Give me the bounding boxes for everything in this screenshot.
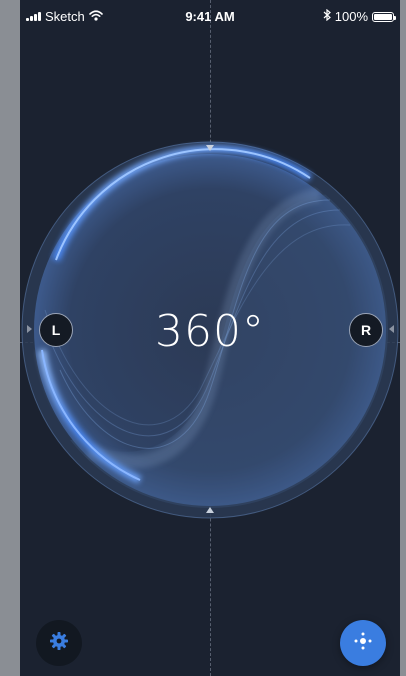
right-handle[interactable]: R bbox=[349, 313, 383, 347]
battery-percent: 100% bbox=[334, 9, 368, 24]
bluetooth-icon bbox=[323, 8, 331, 24]
joystick-icon bbox=[352, 630, 374, 657]
right-handle-label: R bbox=[360, 322, 372, 338]
left-handle[interactable]: L bbox=[39, 313, 73, 347]
left-handle-label: L bbox=[51, 322, 61, 338]
battery-icon bbox=[372, 11, 396, 22]
gear-icon bbox=[49, 631, 69, 656]
status-right: 100% bbox=[323, 8, 396, 24]
signal-icon bbox=[26, 12, 41, 21]
carrier-name: Sketch bbox=[45, 9, 85, 24]
left-marker-icon bbox=[27, 325, 32, 333]
status-left: Sketch bbox=[26, 9, 103, 24]
dial-graphic bbox=[21, 141, 399, 519]
bottom-marker-icon bbox=[206, 507, 214, 513]
joystick-button[interactable] bbox=[340, 620, 386, 666]
settings-button[interactable] bbox=[36, 620, 82, 666]
top-marker-icon bbox=[206, 145, 214, 151]
angle-readout: 360° bbox=[155, 306, 265, 357]
wifi-icon bbox=[88, 9, 103, 24]
rotation-dial[interactable] bbox=[20, 140, 400, 520]
status-bar: Sketch 9:41 AM 100% bbox=[20, 0, 400, 34]
status-time: 9:41 AM bbox=[185, 9, 235, 24]
app-screen: Sketch 9:41 AM 100% bbox=[20, 0, 400, 676]
right-marker-icon bbox=[389, 325, 394, 333]
